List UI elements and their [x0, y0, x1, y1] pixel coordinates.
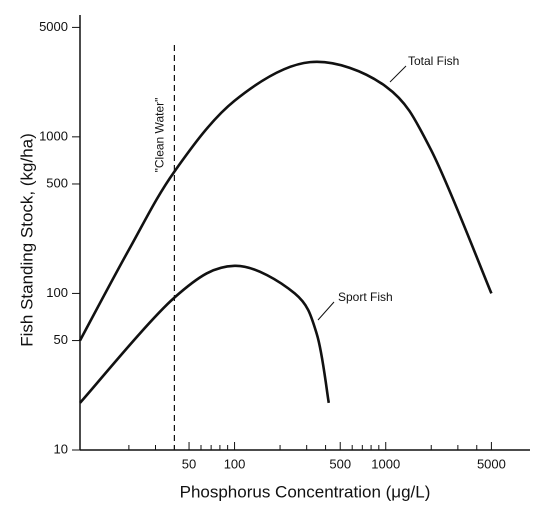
series-label: Sport Fish [338, 290, 393, 304]
line [78, 60, 493, 342]
x-tick-label: 5000 [477, 456, 506, 471]
line [79, 264, 331, 404]
y-tick-label: 50 [54, 332, 68, 347]
series-label: Total Fish [408, 54, 459, 68]
y-tick-label: 10 [54, 441, 68, 456]
label-leader [389, 65, 407, 83]
y-tick-label: 500 [46, 175, 68, 190]
x-tick-label: 100 [224, 456, 246, 471]
reference-label: "Clean Water" [153, 98, 167, 173]
y-tick-label: 1000 [39, 128, 68, 143]
y-tick-label: 100 [46, 285, 68, 300]
x-tick-label: 50 [182, 456, 196, 471]
x-tick-label: 1000 [371, 456, 400, 471]
x-tick-label: 500 [329, 456, 351, 471]
y-tick-label: 5000 [39, 19, 68, 34]
y-axis-label: Fish Standing Stock, (kg/ha) [17, 133, 36, 347]
label-leader [317, 301, 335, 321]
x-axis-label: Phosphorus Concentration (μg/L) [180, 482, 431, 501]
